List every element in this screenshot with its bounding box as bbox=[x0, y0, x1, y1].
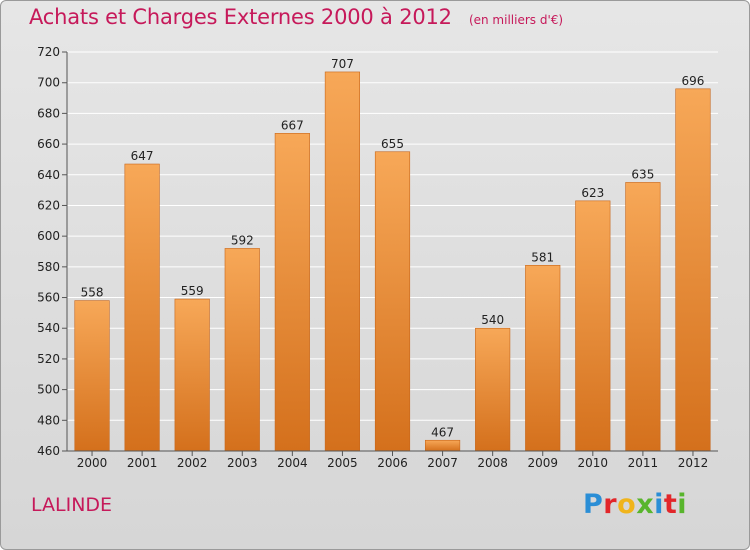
chart-title: Achats et Charges Externes 2000 à 2012 bbox=[29, 5, 452, 29]
data-labels: 558 647 559 592 667 707 655 467 540 581 623 635 696 bbox=[81, 57, 705, 439]
bar bbox=[174, 298, 210, 452]
x-tick-label: 2011 bbox=[628, 456, 659, 470]
data-label: 540 bbox=[481, 313, 504, 327]
y-tick-label: 560 bbox=[37, 291, 60, 305]
logo-letter: i bbox=[654, 489, 664, 520]
bar bbox=[274, 133, 310, 452]
logo-letter: i bbox=[677, 489, 688, 520]
x-tick-label: 2005 bbox=[327, 456, 358, 470]
logo-letter: P bbox=[583, 489, 604, 520]
chart-unit: (en milliers d'€) bbox=[468, 13, 564, 27]
x-tick-label: 2010 bbox=[578, 456, 609, 470]
data-label: 592 bbox=[231, 233, 254, 247]
x-tick-label: 2001 bbox=[127, 456, 158, 470]
logo-letter: r bbox=[603, 489, 618, 520]
y-tick-label: 520 bbox=[37, 352, 60, 366]
y-tick-label: 680 bbox=[37, 106, 60, 120]
data-label: 696 bbox=[682, 74, 705, 88]
bar bbox=[475, 327, 511, 452]
data-label: 635 bbox=[631, 167, 654, 181]
x-tick-label: 2000 bbox=[77, 456, 108, 470]
data-label: 581 bbox=[531, 250, 554, 264]
x-tick-label: 2004 bbox=[277, 456, 308, 470]
logo-letter: x bbox=[636, 489, 655, 520]
x-tick-label: 2007 bbox=[427, 456, 458, 470]
bar bbox=[124, 163, 160, 452]
x-tick-label: 2003 bbox=[227, 456, 258, 470]
bar bbox=[675, 88, 711, 452]
x-tick-label: 2009 bbox=[527, 456, 558, 470]
y-tick-label: 720 bbox=[37, 45, 60, 59]
bar bbox=[525, 265, 561, 452]
axes: 460 480 500 520 540 560 580 600 620 640 660 680 700 7… bbox=[37, 45, 718, 470]
y-tick-label: 460 bbox=[37, 444, 60, 458]
y-tick-label: 600 bbox=[37, 229, 60, 243]
proxiti-logo[interactable]: Proxiti bbox=[583, 489, 687, 520]
data-label: 707 bbox=[331, 57, 354, 71]
y-tick-label: 540 bbox=[37, 321, 60, 335]
data-label: 667 bbox=[281, 118, 304, 132]
commune-name: LALINDE bbox=[31, 494, 113, 516]
bar bbox=[575, 200, 611, 452]
data-label: 647 bbox=[131, 149, 154, 163]
x-tick-label: 2006 bbox=[377, 456, 408, 470]
logo-letter: o bbox=[617, 489, 637, 520]
bar bbox=[374, 151, 411, 452]
data-label: 655 bbox=[381, 137, 404, 151]
y-tick-label: 700 bbox=[37, 76, 60, 90]
bar bbox=[425, 439, 461, 452]
x-tick-label: 2008 bbox=[477, 456, 508, 470]
y-tick-label: 480 bbox=[37, 413, 60, 427]
data-label: 467 bbox=[431, 425, 454, 439]
y-tick-label: 640 bbox=[37, 168, 60, 182]
y-tick-label: 660 bbox=[37, 137, 60, 151]
y-tick-label: 620 bbox=[37, 198, 60, 212]
logo-letter: t bbox=[663, 489, 678, 520]
bar bbox=[224, 248, 260, 452]
bar bbox=[324, 71, 360, 452]
data-label: 559 bbox=[181, 284, 204, 298]
y-tick-label: 580 bbox=[37, 260, 60, 274]
x-tick-label: 2012 bbox=[678, 456, 709, 470]
title-row: Achats et Charges Externes 2000 à 2012 (… bbox=[29, 5, 563, 29]
bar bbox=[625, 182, 661, 452]
bar bbox=[74, 300, 110, 452]
x-tick-label: 2002 bbox=[177, 456, 208, 470]
data-label: 558 bbox=[81, 286, 104, 300]
y-tick-label: 500 bbox=[37, 383, 60, 397]
data-label: 623 bbox=[581, 186, 604, 200]
bars bbox=[74, 71, 711, 452]
